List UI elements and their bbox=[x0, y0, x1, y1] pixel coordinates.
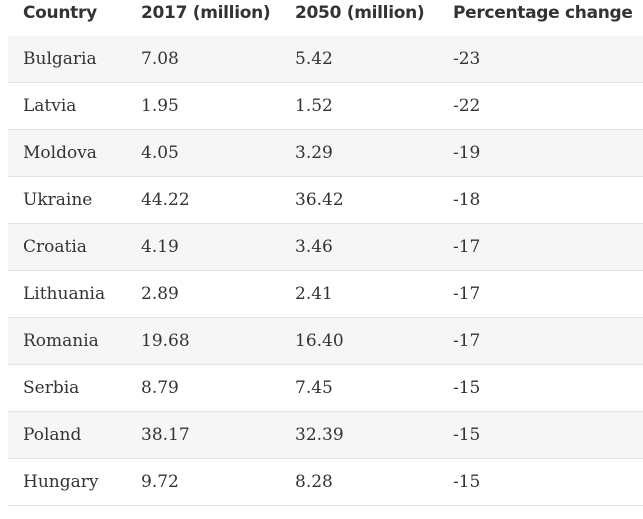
table-row: Romania 19.68 16.40 -17 bbox=[8, 318, 643, 365]
table-cell: 19.68 bbox=[141, 331, 190, 351]
table-row: Latvia 1.95 1.52 -22 bbox=[8, 83, 643, 130]
table-cell: -23 bbox=[453, 49, 481, 69]
table-cell: 4.19 bbox=[141, 237, 179, 257]
table-row: Hungary 9.72 8.28 -15 bbox=[8, 459, 643, 506]
table-cell: 38.17 bbox=[141, 425, 190, 445]
table-cell: 44.22 bbox=[141, 190, 190, 210]
table-cell: 3.29 bbox=[295, 143, 333, 163]
table-cell: 1.52 bbox=[295, 96, 333, 116]
table-cell: 7.45 bbox=[295, 378, 333, 398]
table-cell: 9.72 bbox=[141, 472, 179, 492]
table-cell: 32.39 bbox=[295, 425, 344, 445]
header-cell: Percentage change bbox=[453, 3, 633, 23]
table-cell: 1.95 bbox=[141, 96, 179, 116]
table-cell: Poland bbox=[23, 425, 82, 445]
table-cell: 36.42 bbox=[295, 190, 344, 210]
header-cell: 2050 (million) bbox=[295, 3, 425, 23]
table-cell: 2.89 bbox=[141, 284, 179, 304]
table-row: Serbia 8.79 7.45 -15 bbox=[8, 365, 643, 412]
table-cell: -17 bbox=[453, 331, 481, 351]
table-row: Lithuania 2.89 2.41 -17 bbox=[8, 271, 643, 318]
table-cell: 8.28 bbox=[295, 472, 333, 492]
table-cell: -17 bbox=[453, 284, 481, 304]
table-cell: Lithuania bbox=[23, 284, 106, 304]
table-cell: 16.40 bbox=[295, 331, 344, 351]
table-cell: Ukraine bbox=[23, 190, 93, 210]
table-cell: 8.79 bbox=[141, 378, 179, 398]
table-cell: -15 bbox=[453, 472, 481, 492]
table-cell: Moldova bbox=[23, 143, 97, 163]
table-cell: 4.05 bbox=[141, 143, 179, 163]
table-cell: 5.42 bbox=[295, 49, 333, 69]
table-row: Bulgaria 7.08 5.42 -23 bbox=[8, 36, 643, 83]
table-cell: Bulgaria bbox=[23, 49, 97, 69]
table-cell: 7.08 bbox=[141, 49, 179, 69]
table-cell: Serbia bbox=[23, 378, 80, 398]
table-cell: Croatia bbox=[23, 237, 87, 257]
table-cell: Romania bbox=[23, 331, 99, 351]
table-cell: -22 bbox=[453, 96, 481, 116]
table-cell: -18 bbox=[453, 190, 481, 210]
header-cell: 2017 (million) bbox=[141, 3, 271, 23]
table-cell: -17 bbox=[453, 237, 481, 257]
table-cell: -15 bbox=[453, 425, 481, 445]
table-cell: 2.41 bbox=[295, 284, 333, 304]
table-row: Poland 38.17 32.39 -15 bbox=[8, 412, 643, 459]
table-cell: Latvia bbox=[23, 96, 77, 116]
table-cell: -19 bbox=[453, 143, 481, 163]
table-header: Country 2017 (million) 2050 (million) Perce… bbox=[0, 0, 643, 36]
table-row: Moldova 4.05 3.29 -19 bbox=[8, 130, 643, 177]
table-cell: 3.46 bbox=[295, 237, 333, 257]
table-row: Ukraine 44.22 36.42 -18 bbox=[8, 177, 643, 224]
table-cell: -15 bbox=[453, 378, 481, 398]
table-row: Croatia 4.19 3.46 -17 bbox=[8, 224, 643, 271]
table-cell: Hungary bbox=[23, 472, 99, 492]
header-cell: Country bbox=[23, 3, 97, 23]
